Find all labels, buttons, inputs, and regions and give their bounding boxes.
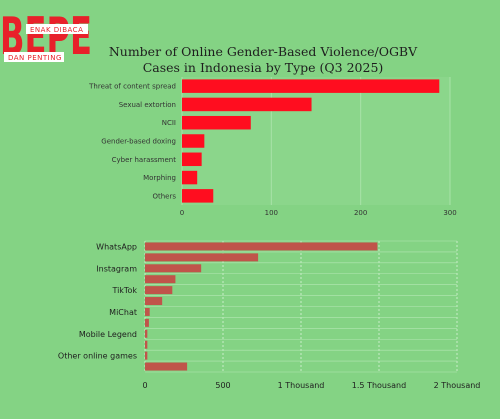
category-label: Morphing bbox=[143, 174, 176, 182]
bar bbox=[182, 189, 214, 203]
bar bbox=[145, 286, 173, 295]
x-tick-label: 300 bbox=[443, 209, 456, 217]
category-label: Instagram bbox=[96, 264, 137, 273]
bar bbox=[145, 340, 148, 349]
x-tick-label: 1 Thousand bbox=[278, 381, 325, 390]
bar bbox=[145, 264, 202, 273]
category-label: Threat of content spread bbox=[88, 83, 176, 91]
x-tick-label: 500 bbox=[215, 381, 230, 390]
bar bbox=[145, 307, 150, 316]
bar bbox=[182, 115, 251, 130]
category-label: Others bbox=[152, 192, 176, 200]
x-tick-label: 2 Thousand bbox=[434, 381, 481, 390]
bar bbox=[182, 152, 202, 167]
bar bbox=[182, 170, 198, 185]
bar bbox=[145, 242, 378, 251]
bar bbox=[145, 351, 148, 360]
bar bbox=[145, 253, 259, 262]
category-label: NCII bbox=[162, 119, 176, 127]
x-tick-label: 0 bbox=[180, 209, 184, 217]
bar bbox=[182, 134, 205, 148]
bar bbox=[145, 318, 149, 327]
x-tick-label: 1.5 Thousand bbox=[352, 381, 406, 390]
bar bbox=[145, 297, 163, 306]
category-label: WhatsApp bbox=[96, 242, 137, 251]
bar bbox=[145, 329, 148, 338]
logo-tagline-bottom: DAN PENTING bbox=[8, 54, 62, 62]
x-tick-label: 0 bbox=[142, 381, 147, 390]
logo-tagline-top: ENAK DIBACA bbox=[30, 26, 83, 34]
category-label: Mobile Legend bbox=[79, 330, 137, 339]
bar bbox=[182, 79, 440, 93]
bar bbox=[145, 362, 188, 371]
type-bar-chart: 0 100 200 300 Threat of content spread Sexual… bbox=[88, 77, 457, 217]
x-tick-label: 200 bbox=[354, 209, 367, 217]
category-label: Gender-based doxing bbox=[101, 138, 176, 146]
bar bbox=[145, 275, 176, 284]
bepe-logo: BEPE ENAK DIBACA DAN PENTING bbox=[0, 7, 92, 67]
category-label: TikTok bbox=[111, 286, 137, 295]
category-label: Cyber harassment bbox=[112, 156, 177, 164]
category-label: Sexual extortion bbox=[119, 101, 176, 109]
x-tick-label: 100 bbox=[265, 209, 278, 217]
chart-title: Number of Online Gender-Based Violence/O… bbox=[108, 44, 418, 75]
category-label: Other online games bbox=[58, 352, 137, 361]
category-label: MiChat bbox=[109, 308, 137, 317]
logo-tagline-box-top bbox=[26, 24, 88, 34]
bar bbox=[182, 97, 312, 112]
logo-tagline-box-bottom bbox=[4, 52, 64, 62]
